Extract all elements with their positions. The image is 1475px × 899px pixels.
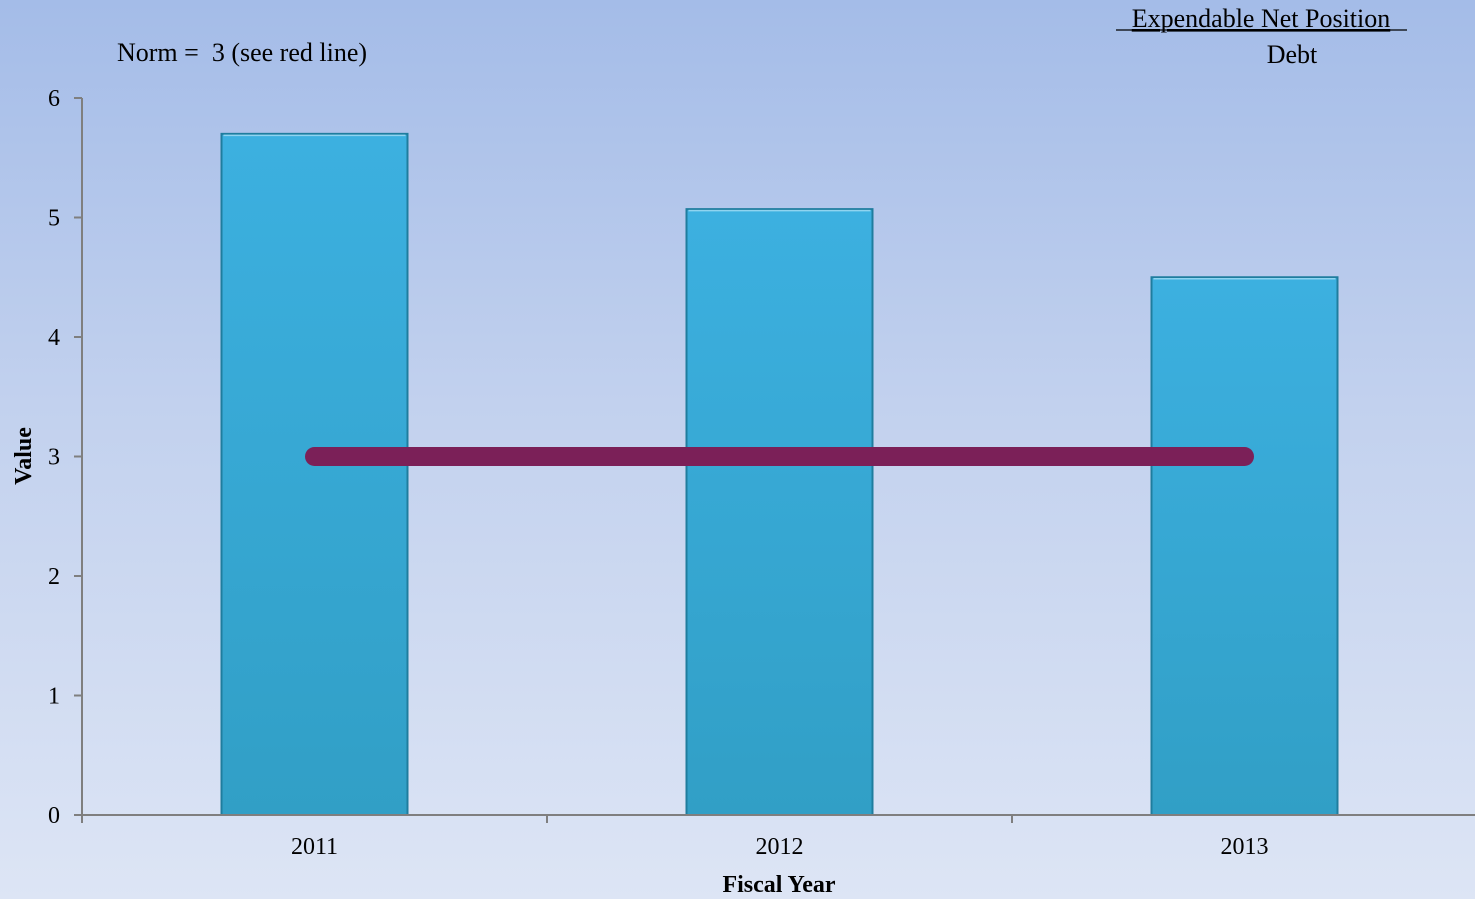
bar-2011 [220, 132, 409, 817]
bar-2013 [1150, 276, 1339, 816]
ratio-numerator: Expendable Net Position [1132, 4, 1391, 33]
x-axis-title: Fiscal Year [722, 872, 835, 898]
y-ticks-group: 0 1 2 3 4 5 6 [48, 86, 82, 829]
bar-2012 [685, 208, 874, 816]
y-tick-label: 4 [48, 325, 60, 351]
y-tick-label: 1 [48, 684, 60, 710]
y-axis-title: Value [11, 427, 37, 485]
x-ticks-group: 2011 2012 2013 [81, 815, 1269, 860]
y-tick-label: 6 [48, 86, 60, 112]
ratio-denominator: Debt [1267, 40, 1318, 69]
y-tick-label: 3 [48, 445, 60, 471]
y-tick-label: 0 [48, 803, 60, 829]
norm-note: Norm = 3 (see red line) [117, 38, 367, 67]
bars-group [220, 132, 1339, 817]
x-tick-label: 2011 [291, 834, 338, 860]
y-tick-label: 5 [48, 206, 60, 232]
x-tick-label: 2012 [756, 834, 804, 860]
x-tick-label: 2013 [1221, 834, 1269, 860]
y-tick-label: 2 [48, 564, 60, 590]
